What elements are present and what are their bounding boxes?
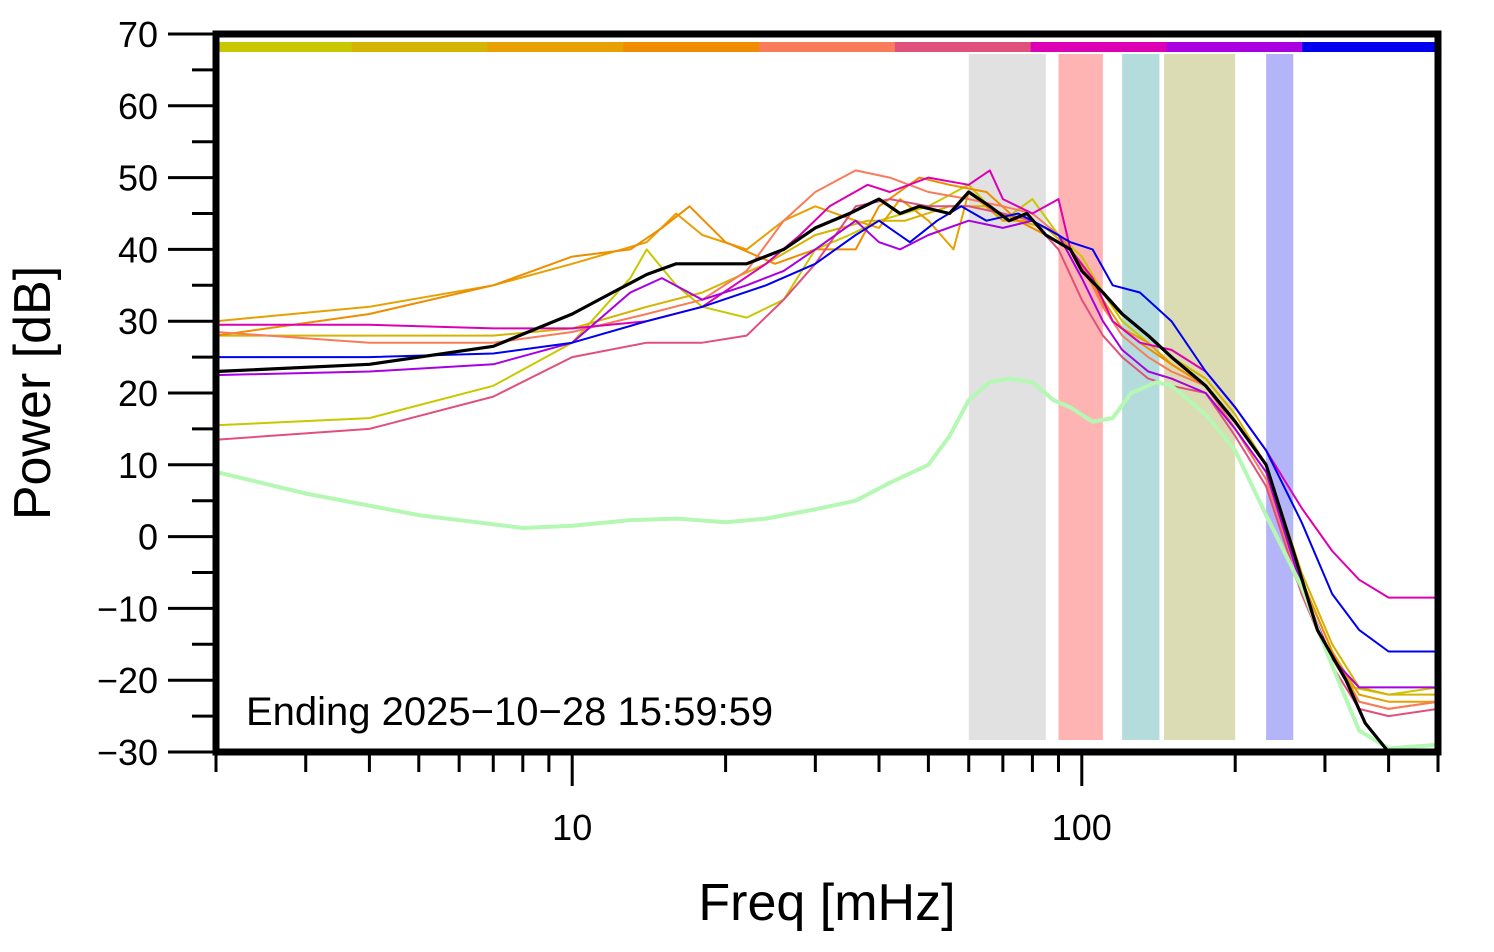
color-bar-segment-2	[351, 42, 489, 52]
color-bar-segment-9	[1302, 42, 1439, 52]
x-axis-label: Freq [mHz]	[698, 874, 955, 932]
color-bar-segment-6	[894, 42, 1032, 52]
frequency-band-1	[968, 54, 1046, 740]
series-lines	[216, 169, 1438, 752]
color-bar-segment-3	[487, 42, 624, 52]
frequency-band-2	[1058, 54, 1103, 740]
y-axis-label: Power [dB]	[4, 266, 62, 520]
series-line-5	[216, 169, 1438, 710]
series-line-4	[216, 176, 1438, 710]
y-tick-label: −30	[97, 732, 158, 773]
y-tick-label: −10	[97, 588, 158, 629]
plot-frame	[212, 30, 1442, 756]
y-axis-ticks: −30 −20 −10 0 10 20 30 40 50 60 70	[97, 14, 216, 773]
frequency-bands	[968, 54, 1294, 740]
color-bar-segment-5	[759, 42, 896, 52]
y-tick-label: 40	[118, 229, 158, 270]
color-bar-segment-4	[623, 42, 760, 52]
frequency-band-4	[1164, 54, 1236, 740]
y-tick-label: 10	[118, 445, 158, 486]
series-line-1	[216, 183, 1438, 696]
y-tick-label: 0	[138, 517, 158, 558]
x-tick-label: 100	[1052, 807, 1112, 848]
x-tick-label: 10	[552, 807, 592, 848]
y-tick-label: 60	[118, 86, 158, 127]
color-bar-segment-8	[1166, 42, 1303, 52]
series-line-10	[216, 376, 1438, 751]
series-line-9	[216, 205, 1438, 653]
color-bar-segment-1	[216, 42, 353, 52]
timestamp-annotation: Ending 2025−10−28 15:59:59	[246, 690, 773, 734]
y-tick-label: −20	[97, 660, 158, 701]
series-line-7	[216, 169, 1438, 599]
series-line-11	[216, 190, 1400, 752]
y-tick-label: 30	[118, 301, 158, 342]
frequency-band-5	[1266, 54, 1294, 740]
top-color-bar	[216, 42, 1439, 52]
series-line-8	[216, 219, 1438, 689]
y-tick-label: 50	[118, 158, 158, 199]
y-tick-label: 70	[118, 14, 158, 55]
y-tick-label: 20	[118, 373, 158, 414]
x-axis-ticks: 10 100	[214, 752, 1440, 848]
color-bar-segment-7	[1030, 42, 1167, 52]
